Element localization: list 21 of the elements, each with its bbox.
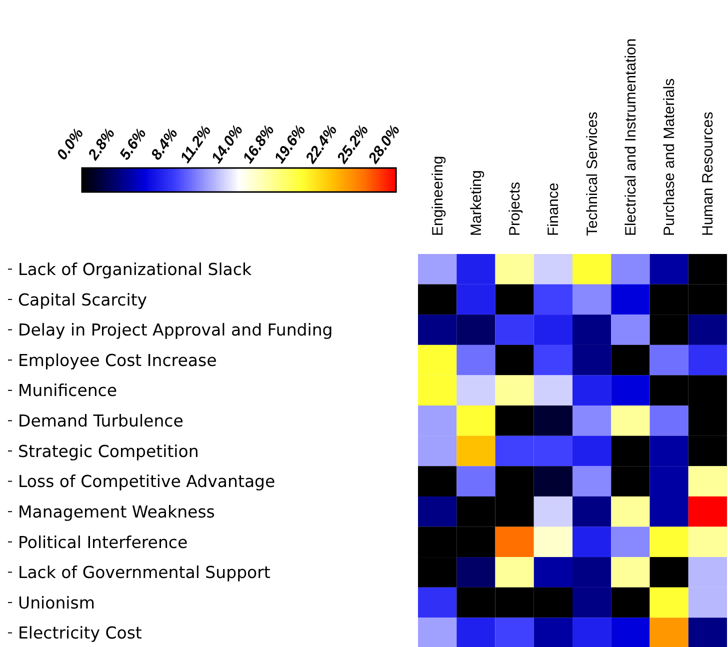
y-tick-label: Strategic Competition <box>18 442 199 461</box>
x-tick-label: Marketing <box>468 170 485 236</box>
y-tick-label: Management Weakness <box>18 502 215 522</box>
x-tick-label: Purchase and Materials <box>661 78 678 236</box>
y-tick-label: Lack of Organizational Slack <box>18 260 252 280</box>
y-tick-label: Employee Cost Increase <box>18 350 217 370</box>
x-tick-label: Human Resources <box>700 112 717 236</box>
y-tick-label: Lack of Governmental Support <box>18 563 271 582</box>
y-tick-label: Electricity Cost <box>18 624 142 643</box>
y-tick-label: Capital Scarcity <box>18 290 148 310</box>
x-tick-label: Engineering <box>429 156 446 236</box>
y-tick-label: Unionism <box>18 593 95 612</box>
y-tick-label: Demand Turbulence <box>18 412 184 431</box>
x-tick-label: Projects <box>506 182 524 236</box>
x-tick-label: Finance <box>545 182 562 236</box>
y-tick-label: Delay in Project Approval and Funding <box>18 320 333 340</box>
y-tick-label: Munificence <box>18 381 118 400</box>
y-tick-label: Loss of Competitive Advantage <box>18 472 276 492</box>
x-tick-label: Electrical and Instrumentation <box>622 38 640 236</box>
y-tick-label: Political Interference <box>18 532 188 552</box>
x-tick-label: Technical Services <box>584 112 601 236</box>
